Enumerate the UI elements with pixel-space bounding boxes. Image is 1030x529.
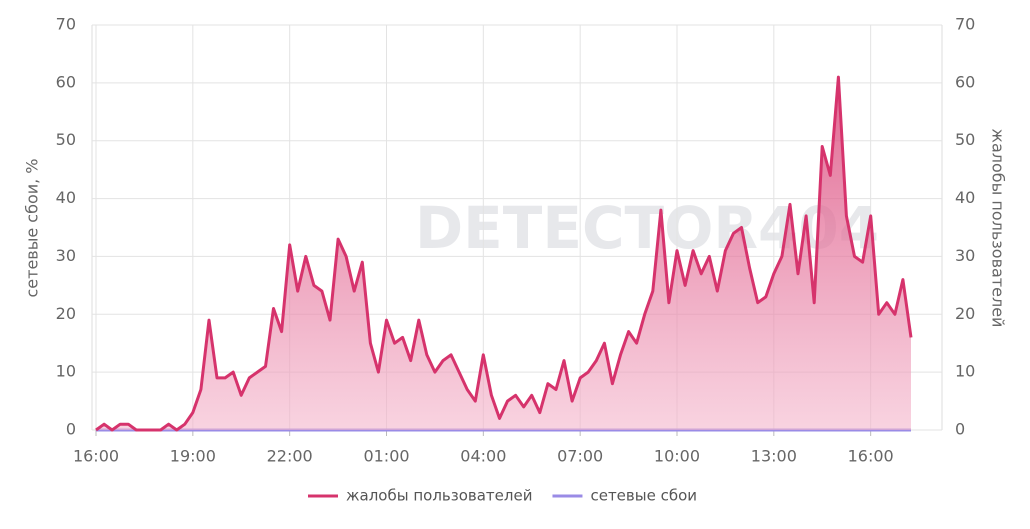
y-tick-label: 10	[56, 362, 76, 381]
y-tick-label: 0	[66, 420, 76, 439]
y2-tick-label: 70	[955, 15, 975, 34]
y-tick-label: 40	[56, 188, 76, 207]
y-tick-label: 20	[56, 304, 76, 323]
y2-tick-label: 10	[955, 362, 975, 381]
x-tick-label: 07:00	[557, 447, 603, 466]
y-axis-title: сетевые сбои, %	[23, 158, 42, 297]
x-tick-label: 13:00	[751, 447, 797, 466]
x-tick-label: 04:00	[460, 447, 506, 466]
y2-tick-label: 0	[955, 420, 965, 439]
y2-tick-label: 60	[955, 72, 975, 91]
line	[95, 75, 913, 432]
y2-axis-title: жалобы пользователей	[989, 129, 1008, 328]
x-tick-label: 10:00	[654, 447, 700, 466]
x-tick-label: 16:00	[848, 447, 894, 466]
area	[96, 77, 911, 430]
y2-tick-label: 20	[955, 304, 975, 323]
y-tick-label: 60	[56, 72, 76, 91]
y2-tick-label: 40	[955, 188, 975, 207]
y-tick-label: 50	[56, 130, 76, 149]
x-tick-label: 22:00	[267, 447, 313, 466]
legend-label: сетевые сбои	[590, 487, 697, 505]
x-tick-label: 19:00	[170, 447, 216, 466]
x-tick-label: 01:00	[363, 447, 409, 466]
y2-tick-label: 30	[955, 246, 975, 265]
legend-label: жалобы пользователей	[346, 487, 532, 505]
y-tick-label: 30	[56, 246, 76, 265]
y2-tick-label: 50	[955, 130, 975, 149]
x-tick-label: 16:00	[73, 447, 119, 466]
y-tick-label: 70	[56, 15, 76, 34]
